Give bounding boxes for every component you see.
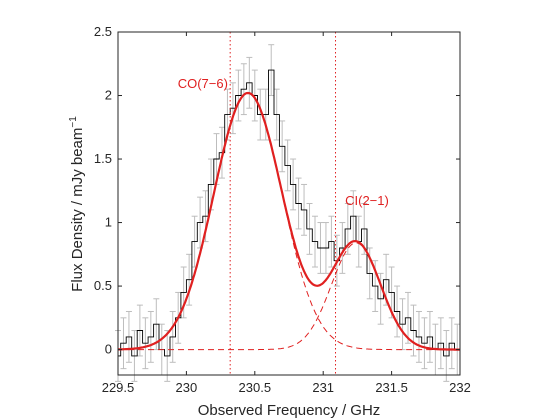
total-fit-curve [118, 91, 460, 351]
x-tick-label: 232 [449, 380, 471, 395]
y-axis-title-superscript: −1 [68, 116, 79, 128]
x-tick-label: 231.5 [375, 380, 408, 395]
y-axis-title-main: Flux Density / mJy beam [69, 128, 86, 292]
total-fit [118, 91, 460, 351]
x-tick-label: 231 [312, 380, 334, 395]
x-tick-label: 230.5 [239, 380, 272, 395]
y-tick-label: 1.5 [94, 151, 112, 166]
y-axis-ticks: 0 0.5 1 1.5 2 2.5 [94, 24, 460, 357]
x-axis-title: Observed Frequency / GHz [198, 402, 381, 419]
y-tick-label: 0.5 [94, 278, 112, 293]
plot-area [118, 32, 460, 375]
annotations: CO(7−6) CI(2−1) [178, 76, 389, 208]
y-tick-label: 1 [105, 215, 112, 230]
y-axis-title: Flux Density / mJy beam−1 [68, 116, 86, 292]
line-label: CI(2−1) [345, 193, 389, 208]
spectrum-step-line [118, 69, 460, 357]
y-tick-label: 2 [105, 88, 112, 103]
x-tick-label: 229.5 [102, 380, 135, 395]
x-tick-label: 230 [176, 380, 198, 395]
reference-lines [229, 32, 337, 375]
x-axis-ticks: 229.5 230 230.5 231 231.5 232 [102, 32, 471, 395]
data-series [118, 69, 460, 357]
y-tick-label: 0 [105, 342, 112, 357]
y-tick-label: 2.5 [94, 24, 112, 39]
plot-frame [117, 31, 461, 376]
line-label: CO(7−6) [178, 76, 228, 91]
